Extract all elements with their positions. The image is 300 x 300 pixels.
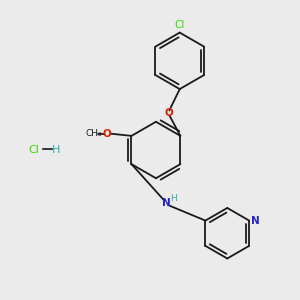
- Text: O: O: [165, 108, 174, 118]
- Text: Cl: Cl: [175, 20, 185, 30]
- Text: N: N: [250, 216, 260, 226]
- Text: H: H: [170, 194, 177, 203]
- Text: N: N: [162, 199, 171, 208]
- Text: H: H: [52, 145, 61, 155]
- Text: Cl: Cl: [28, 145, 40, 155]
- Text: CH₃: CH₃: [85, 129, 102, 138]
- Text: O: O: [103, 129, 111, 139]
